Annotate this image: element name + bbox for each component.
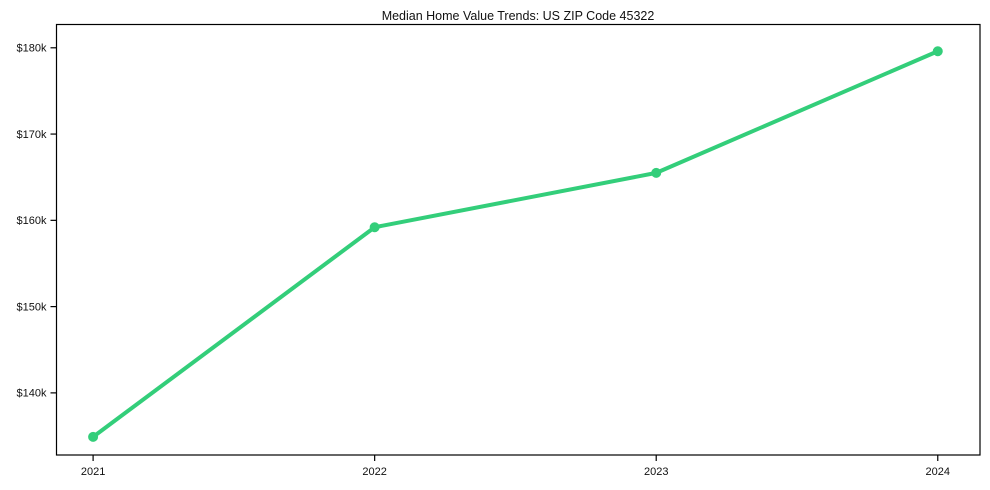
y-axis-tick-label: $150k [17,301,47,313]
plot-frame [55,23,981,456]
y-axis-tick-label: $170k [17,129,47,141]
x-axis-tick-label: 2023 [644,466,668,478]
y-axis-tick-label: $180k [17,43,47,55]
y-axis-tick-label: $160k [17,215,47,227]
chart-line [91,49,940,439]
data-point-marker [932,46,943,57]
data-point-marker [651,167,662,178]
data-point-marker [369,222,380,233]
x-axis-tick-label: 2022 [362,466,386,478]
x-axis-tick-label: 2021 [81,466,105,478]
chart-title: Median Home Value Trends: US ZIP Code 45… [381,9,655,23]
y-axis-tick-label: $140k [17,388,47,400]
data-point-marker [88,431,99,442]
x-axis-tick-label: 2024 [926,466,950,478]
